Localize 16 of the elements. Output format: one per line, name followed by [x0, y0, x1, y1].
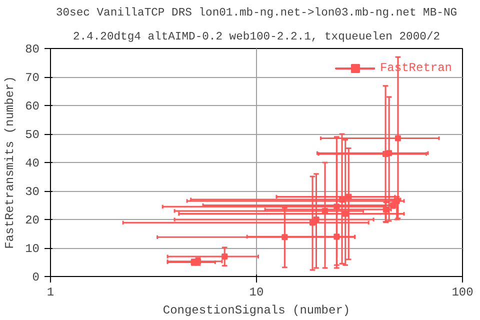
y-axis-title: FastRetransmits (number): [3, 76, 18, 249]
y-tick-label: 70: [25, 71, 40, 85]
y-tick-label: 30: [25, 185, 40, 199]
y-tick-label: 0: [32, 270, 40, 284]
x-tick-label: 10: [249, 286, 264, 300]
x-axis-title: CongestionSignals (number): [162, 304, 350, 318]
y-tick-label: 10: [25, 242, 40, 256]
y-tick-label: 40: [25, 156, 40, 170]
y-tick-label: 60: [25, 100, 40, 114]
chart-subtitle: 2.4.20dtg4 altAIMD-0.2 web100-2.2.1, txqueuelen 2000/2: [72, 30, 440, 44]
x-tick-label: 100: [452, 286, 474, 300]
y-tick-label: 20: [25, 214, 40, 228]
y-tick-label: 80: [25, 42, 40, 56]
y-tick-label: 50: [25, 128, 40, 142]
chart-title: 30sec VanillaTCP DRS lon01.mb-ng.net->lon03.mb-ng.net MB-NG: [56, 6, 458, 20]
x-tick-label: 1: [46, 286, 54, 300]
